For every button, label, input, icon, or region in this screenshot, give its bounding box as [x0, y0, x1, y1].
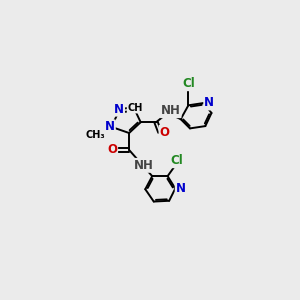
- Text: O: O: [160, 126, 170, 139]
- Text: N: N: [204, 97, 214, 110]
- Text: N: N: [105, 120, 115, 134]
- Text: O: O: [107, 143, 117, 157]
- Text: N: N: [176, 182, 186, 195]
- Text: CH: CH: [128, 103, 143, 112]
- Text: Cl: Cl: [182, 77, 195, 90]
- Text: Cl: Cl: [170, 154, 183, 167]
- Text: NH: NH: [161, 104, 181, 117]
- Text: CH₃: CH₃: [85, 130, 105, 140]
- Text: N: N: [114, 103, 124, 116]
- Text: NH: NH: [134, 159, 154, 172]
